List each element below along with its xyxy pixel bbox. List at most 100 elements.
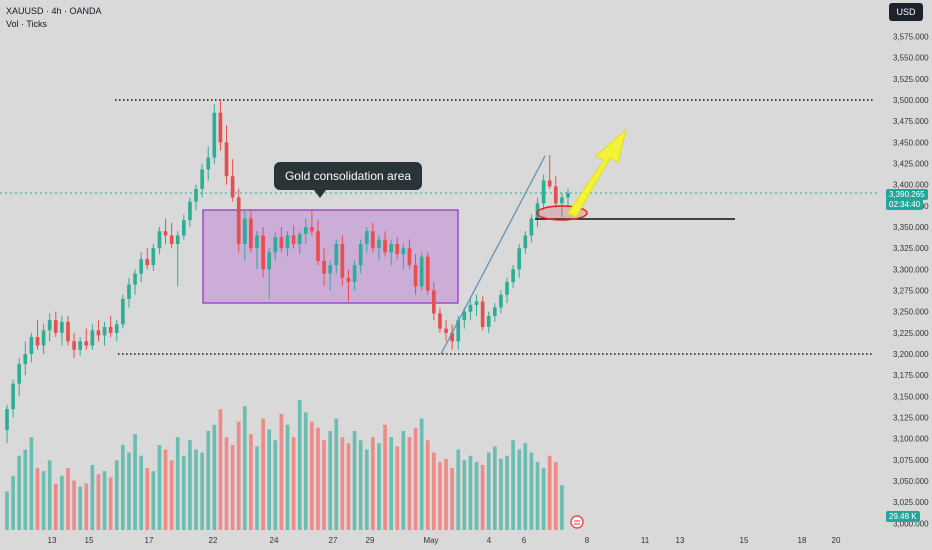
volume-bar — [547, 455, 552, 530]
candle-body — [194, 188, 198, 202]
currency-button[interactable]: USD — [889, 3, 923, 21]
candle-body — [261, 235, 265, 270]
volume-bar — [328, 430, 333, 530]
volume-bar — [468, 455, 473, 530]
candle-body — [468, 304, 473, 312]
candle-body — [395, 243, 400, 255]
candle-body — [163, 231, 168, 236]
volume-bar — [261, 418, 265, 530]
volume-bar — [47, 460, 52, 530]
candle-body — [17, 364, 22, 384]
y-tick-label: 3,475.000 — [893, 117, 929, 126]
y-tick-label: 3,400.000 — [893, 181, 929, 190]
last-price-label: 3,390.265 — [886, 189, 928, 200]
volume-bar — [310, 421, 314, 530]
earnings-icon[interactable] — [570, 515, 584, 529]
candle-body — [108, 326, 113, 333]
volume-bar — [139, 455, 143, 530]
volume-bar — [419, 418, 424, 530]
candle-body — [450, 332, 454, 342]
symbol-title[interactable]: XAUUSD · 4h · OANDA — [6, 6, 102, 16]
volume-bar — [395, 446, 400, 530]
volume-bar — [553, 461, 558, 530]
volume-bar — [285, 424, 290, 530]
y-tick-label: 3,100.000 — [893, 435, 929, 444]
candle-body — [224, 142, 229, 177]
y-tick-label: 3,350.000 — [893, 223, 929, 232]
volume-bar — [5, 491, 9, 530]
y-tick-label: 3,250.000 — [893, 308, 929, 317]
volume-bar — [60, 475, 64, 530]
volume-bar — [163, 449, 168, 530]
volume-bar — [66, 468, 70, 530]
candle-body — [41, 330, 46, 346]
projection-arrow — [567, 128, 627, 218]
candle-body — [273, 237, 278, 253]
volume-label: 29.48 K — [886, 511, 920, 522]
volume-indicator-label[interactable]: Vol · Ticks — [6, 19, 48, 29]
volume-bar — [23, 449, 28, 530]
x-tick-label: 22 — [209, 536, 218, 545]
candle-body — [151, 248, 156, 266]
volume-bar — [535, 461, 540, 530]
candle-body — [541, 180, 546, 204]
candle-body — [133, 273, 137, 285]
volume-bar — [560, 485, 564, 530]
y-tick-label: 3,150.000 — [893, 392, 929, 401]
candle-body — [60, 321, 64, 333]
y-tick-label: 3,125.000 — [893, 414, 929, 423]
candle-body — [53, 320, 58, 333]
y-tick-label: 3,575.000 — [893, 33, 929, 42]
candle-body — [505, 282, 509, 295]
candle-body — [78, 341, 83, 350]
volume-bar — [486, 452, 491, 530]
volume-bar — [340, 437, 345, 530]
volume-bar — [511, 440, 515, 530]
volume-bar — [523, 443, 528, 530]
y-tick-label: 3,425.000 — [893, 160, 929, 169]
candle-body — [169, 235, 174, 244]
x-tick-label: May — [423, 536, 438, 545]
candle-body — [23, 354, 28, 365]
candle-body — [492, 307, 497, 316]
volume-bar — [72, 480, 76, 530]
volume-bar — [352, 430, 357, 530]
y-tick-label: 3,000.000 — [893, 519, 929, 528]
candle-body — [553, 186, 558, 204]
volume-bar — [541, 468, 546, 530]
volume-bar — [492, 446, 497, 530]
candle-body — [5, 409, 9, 431]
candle-body — [444, 328, 448, 333]
candle-body — [407, 248, 412, 266]
candle-body — [425, 256, 430, 291]
candle-body — [322, 260, 326, 274]
candle-body — [255, 235, 259, 249]
candle-body — [218, 112, 223, 143]
volume-bar — [273, 440, 278, 530]
volume-bar — [346, 443, 351, 530]
volume-bar — [29, 437, 34, 530]
volume-bar — [53, 483, 58, 530]
volume-bar — [127, 452, 131, 530]
y-tick-label: 3,050.000 — [893, 477, 929, 486]
volume-bar — [108, 477, 113, 530]
volume-bar — [316, 427, 320, 530]
volume-bar — [438, 461, 442, 530]
volume-bar — [517, 449, 522, 530]
annotation-callout: Gold consolidation area — [274, 162, 422, 198]
candle-body — [84, 341, 89, 346]
candle-body — [72, 341, 76, 350]
candle-body — [334, 243, 339, 266]
volume-bar — [505, 455, 509, 530]
candle-body — [303, 227, 308, 234]
candle-body — [480, 301, 485, 327]
candle-body — [212, 112, 217, 158]
volume-bar — [35, 468, 40, 530]
volume-bar — [529, 452, 534, 530]
volume-bar — [358, 440, 363, 530]
volume-bar — [114, 460, 119, 530]
volume-bar — [157, 444, 162, 530]
candle-body — [35, 337, 40, 346]
